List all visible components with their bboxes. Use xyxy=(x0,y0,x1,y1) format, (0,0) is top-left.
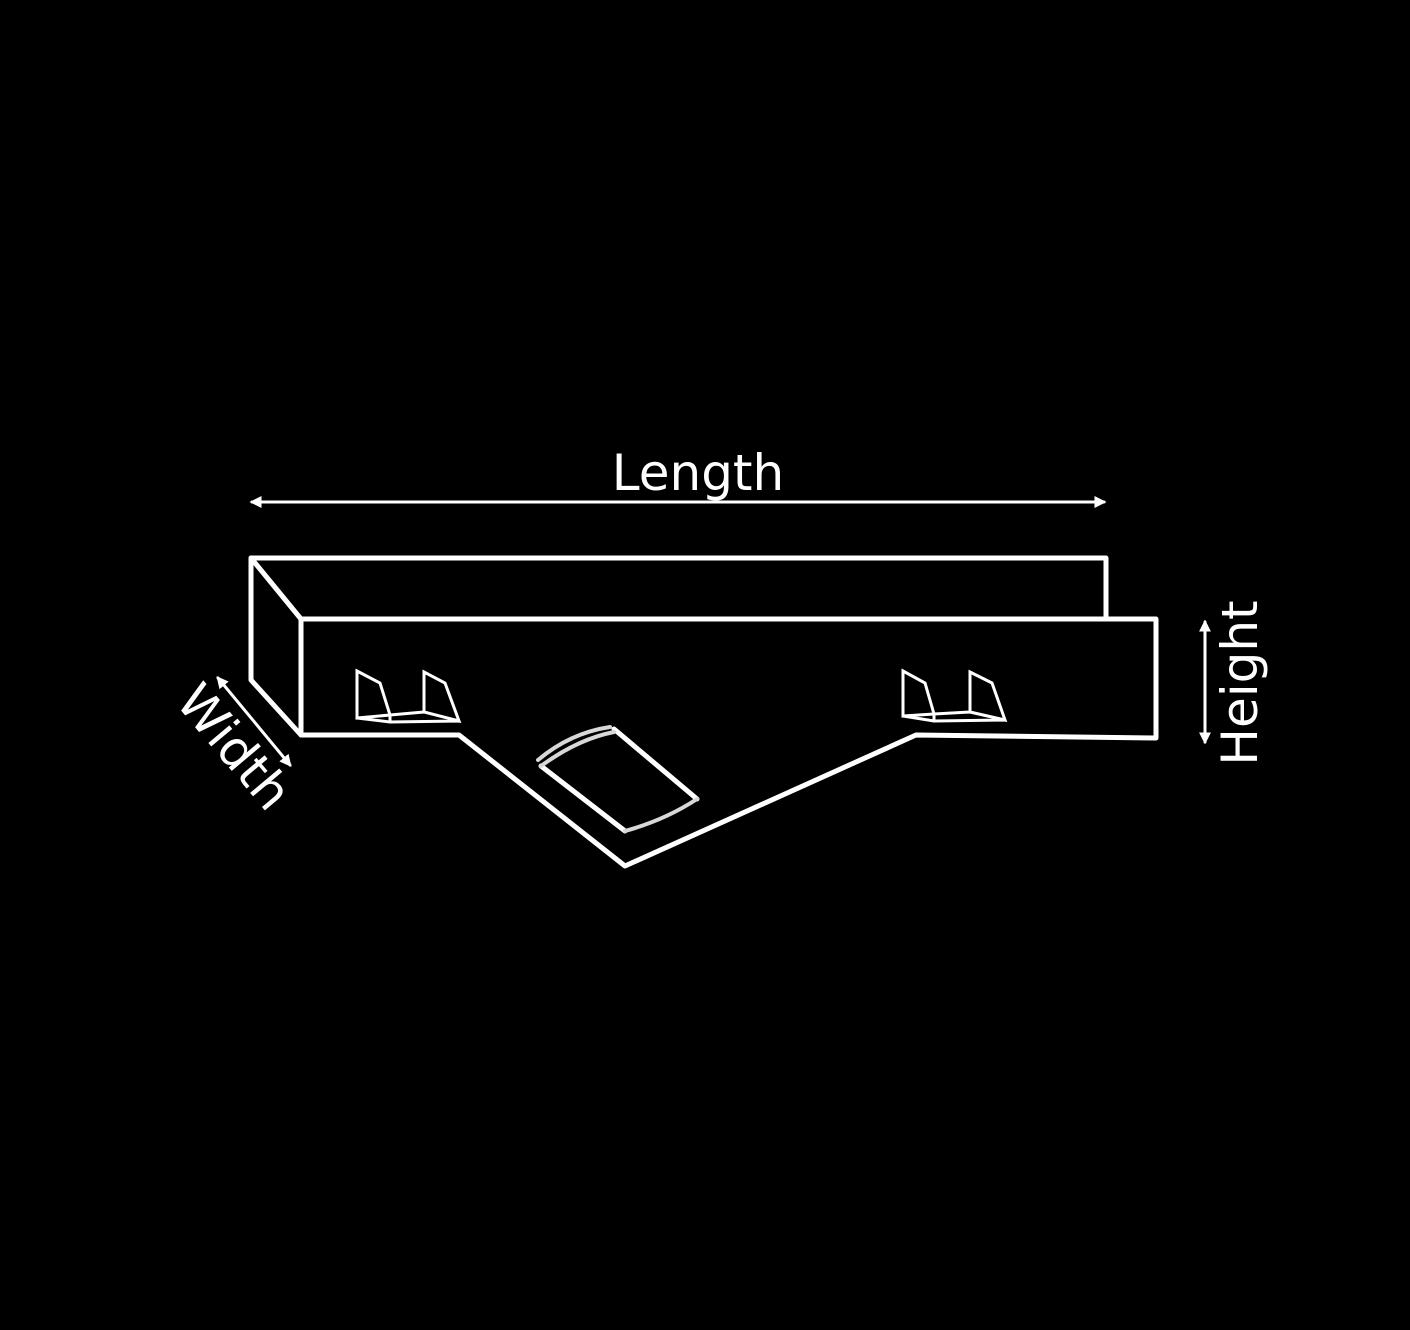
bottom-clip-bottom-edge xyxy=(623,797,699,833)
shelf-body xyxy=(248,555,1159,869)
right-bracket xyxy=(901,668,1008,723)
left-bracket-outline xyxy=(355,668,462,724)
shelf-back-top-edge xyxy=(248,555,1109,621)
width-arrow xyxy=(216,676,292,767)
width-dimension: Width xyxy=(165,673,303,822)
shelf-front-face xyxy=(298,616,1159,869)
length-dimension: Length xyxy=(249,444,1107,508)
right-bracket-outline xyxy=(901,668,1008,723)
length-label: Length xyxy=(612,444,784,502)
bottom-clip-body xyxy=(538,726,700,834)
bottom-clip xyxy=(536,725,700,834)
shelf-left-side xyxy=(248,555,304,738)
bottom-clip-top-edge-2 xyxy=(539,730,616,768)
height-dimension: Height xyxy=(1199,600,1269,766)
left-bracket xyxy=(355,668,462,724)
height-label: Height xyxy=(1211,600,1269,765)
bottom-clip-top-edge xyxy=(536,725,612,762)
